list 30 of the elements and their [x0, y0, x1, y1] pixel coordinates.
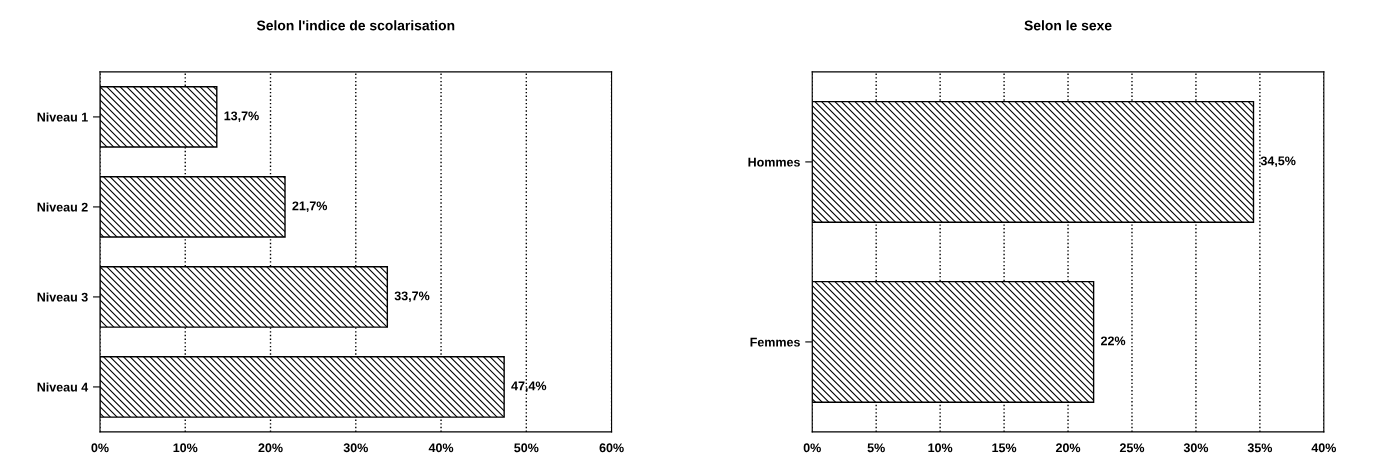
y-tick-label: Niveau 4: [37, 382, 89, 392]
x-tick-label: 60%: [599, 443, 624, 453]
y-tick-label: Femmes: [750, 337, 800, 347]
chart-title: Selon le sexe: [1024, 20, 1112, 31]
data-label: 13,7%: [224, 111, 259, 123]
data-label: 22%: [1100, 336, 1126, 346]
data-label: 21,7%: [292, 201, 328, 213]
x-tick-label: 15%: [992, 443, 1017, 453]
y-tick-label: Niveau 3: [37, 292, 88, 302]
data-label: 47,4%: [511, 381, 547, 393]
y-tick-label: Niveau 2: [37, 202, 88, 212]
x-tick-label: 30%: [343, 443, 368, 453]
x-tick-label: 0%: [803, 443, 821, 453]
data-label: 33,7%: [394, 291, 430, 303]
x-tick-label: 20%: [1055, 443, 1081, 453]
x-tick-label: 25%: [1119, 443, 1145, 453]
x-tick-label: 35%: [1247, 443, 1273, 453]
x-tick-label: 30%: [1183, 443, 1209, 453]
x-tick-label: 50%: [514, 443, 539, 453]
x-tick-label: 10%: [928, 443, 953, 453]
x-tick-label: 20%: [258, 443, 283, 453]
x-tick-label: 40%: [428, 443, 454, 453]
x-tick-label: 40%: [1311, 443, 1337, 453]
x-tick-label: 5%: [867, 443, 885, 453]
x-tick-label: 10%: [173, 443, 198, 453]
chart-title: Selon l'indice de scolarisation: [256, 20, 455, 31]
y-tick-label: Niveau 1: [37, 112, 88, 122]
data-label: 34,5%: [1260, 156, 1296, 168]
x-tick-label: 0%: [91, 443, 109, 453]
y-tick-label: Hommes: [748, 157, 800, 167]
